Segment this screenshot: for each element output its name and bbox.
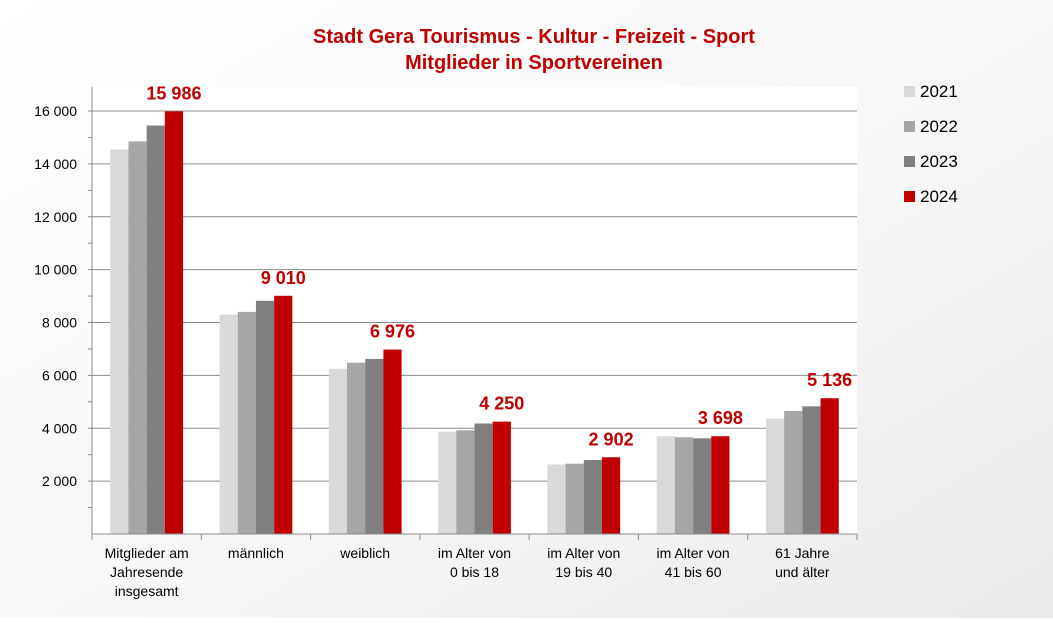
bar <box>674 437 694 534</box>
bar <box>711 436 730 534</box>
data-label: 9 010 <box>261 268 306 288</box>
legend-label: 2021 <box>920 82 958 101</box>
bar <box>274 295 293 534</box>
bar <box>146 125 165 535</box>
chart-title: Stadt Gera Tourismus - Kultur - Freizeit… <box>313 26 755 48</box>
bar <box>583 459 602 534</box>
legend-label: 2024 <box>920 187 958 206</box>
y-tick-label: 16 000 <box>34 103 77 119</box>
data-labels: 15 986 9 010 6 976 4 250 2 902 3 698 5 136 <box>146 83 852 449</box>
chart-subtitle: Mitglieder in Sportvereinen <box>405 52 663 74</box>
bar <box>237 311 256 534</box>
bar <box>601 457 621 534</box>
bar <box>547 464 566 534</box>
x-category-label: 0 bis 18 <box>450 564 499 580</box>
bar <box>765 418 785 534</box>
x-category-label: 41 bis 60 <box>665 564 722 580</box>
x-category-label: im Alter von <box>657 545 730 561</box>
x-category-label: und älter <box>775 564 830 580</box>
axes <box>88 87 858 540</box>
data-label: 2 902 <box>589 429 634 449</box>
legend-swatch <box>904 121 915 132</box>
x-category-label: 19 bis 40 <box>555 564 612 580</box>
y-tick-label: 4 000 <box>42 420 77 436</box>
legend-label: 2023 <box>920 152 958 171</box>
bar <box>438 431 457 534</box>
bar <box>328 368 348 534</box>
x-category-label: männlich <box>228 545 284 561</box>
bar <box>164 111 184 535</box>
bars <box>110 111 839 535</box>
data-label: 6 976 <box>370 322 415 342</box>
bar <box>693 438 712 534</box>
x-axis-category-labels: Mitglieder am Jahresende insgesamt männlich… <box>105 545 830 599</box>
bar <box>820 398 839 534</box>
x-category-label: 61 Jahre <box>775 545 830 561</box>
legend-label: 2022 <box>920 117 958 136</box>
x-category-label: insgesamt <box>115 583 179 599</box>
bar <box>802 406 821 534</box>
y-axis-tick-labels: 2 000 4 000 6 000 8 000 10 000 12 000 14 000 16… <box>34 103 77 489</box>
x-category-label: Jahresende <box>110 564 183 580</box>
data-label: 3 698 <box>698 408 743 428</box>
bar <box>383 349 402 534</box>
legend-swatch <box>904 156 915 167</box>
x-category-label: weiblich <box>339 545 390 561</box>
bar <box>492 421 511 534</box>
legend-swatch <box>904 86 915 97</box>
bar <box>219 314 238 534</box>
x-category-label: im Alter von <box>547 545 620 561</box>
data-label: 4 250 <box>479 394 524 414</box>
legend: 2021 2022 2023 2024 <box>904 82 958 206</box>
y-tick-label: 8 000 <box>42 315 77 331</box>
data-label: 5 136 <box>807 370 852 390</box>
bar <box>110 149 129 534</box>
data-label: 15 986 <box>146 83 201 103</box>
y-tick-label: 2 000 <box>42 473 77 489</box>
bar <box>128 141 147 534</box>
bar <box>347 362 366 534</box>
y-tick-label: 14 000 <box>34 156 77 172</box>
bar <box>456 430 475 534</box>
bar <box>784 411 803 534</box>
y-tick-label: 10 000 <box>34 262 77 278</box>
bar <box>656 436 675 534</box>
y-tick-label: 6 000 <box>42 367 77 383</box>
bar <box>365 358 384 534</box>
bar <box>474 423 493 534</box>
x-category-label: im Alter von <box>438 545 511 561</box>
bar <box>565 463 584 534</box>
legend-swatch <box>904 191 915 202</box>
bar <box>255 300 275 534</box>
x-category-label: Mitglieder am <box>105 545 189 561</box>
gridlines <box>92 110 857 482</box>
y-tick-label: 12 000 <box>34 209 77 225</box>
